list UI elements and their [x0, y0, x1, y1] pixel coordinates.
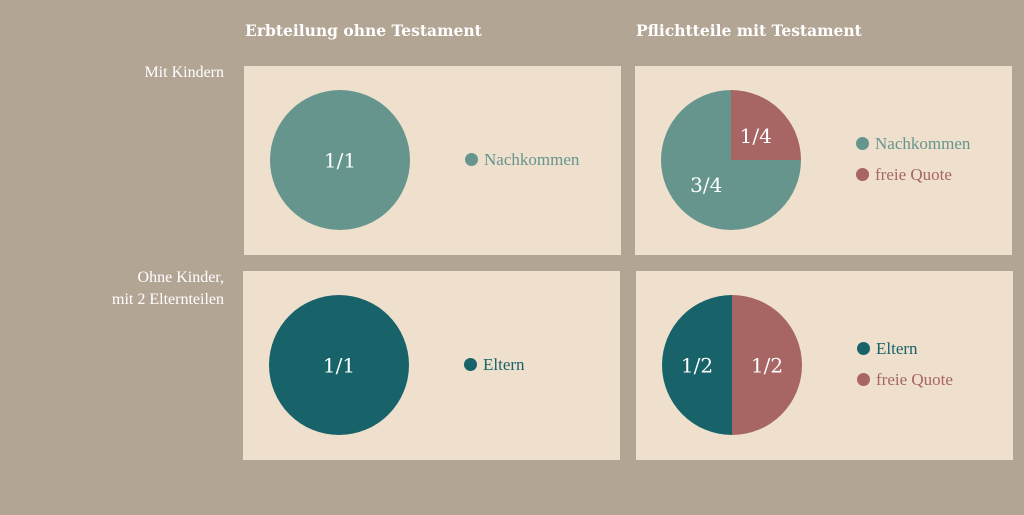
chart-legend: Eltern	[464, 349, 525, 380]
column-title-mit-testament: Pflichtteile mit Testament	[636, 21, 862, 40]
legend-swatch	[856, 168, 869, 181]
chart-legend: Nachkommen	[465, 144, 579, 175]
chart-panel-kinder-ohne-testament: 1/1 Nachkommen	[244, 66, 621, 255]
legend-item-nachkommen: Nachkommen	[465, 144, 579, 175]
pie-slice-eltern	[269, 295, 409, 435]
pie-chart: 1/1	[270, 90, 410, 230]
legend-swatch	[857, 342, 870, 355]
pie-slice-nachkommen	[661, 90, 801, 230]
legend-swatch	[857, 373, 870, 386]
legend-label: freie Quote	[876, 369, 953, 389]
row-label-line: Mit Kindern	[144, 64, 224, 81]
legend-item-nachkommen: Nachkommen	[856, 128, 970, 159]
pie-slice-nachkommen	[270, 90, 410, 230]
slice-label-nachkommen: 3/4	[690, 173, 722, 197]
pie-chart: 1/2 1/2	[662, 295, 802, 435]
slice-label-freie-quote: 1/4	[740, 124, 772, 148]
legend-swatch	[465, 153, 478, 166]
chart-panel-eltern-ohne-testament: 1/1 Eltern	[243, 271, 620, 460]
legend-item-freie-quote: freie Quote	[857, 364, 953, 395]
pie-slice-eltern	[662, 295, 732, 435]
legend-label: Eltern	[483, 354, 525, 374]
column-title-ohne-testament: Erbteilung ohne Testament	[245, 21, 482, 40]
pie-chart: 1/4 3/4	[661, 90, 801, 230]
legend-item-eltern: Eltern	[857, 333, 953, 364]
legend-label: freie Quote	[875, 164, 952, 184]
row-label-ohne-kinder: Ohne Kinder, mit 2 Elternteilen	[112, 267, 224, 311]
slice-label-nachkommen: 1/1	[324, 149, 356, 173]
legend-label: Eltern	[876, 338, 918, 358]
row-label-line: Ohne Kinder,	[137, 269, 224, 286]
pie-slice-freie-quote	[731, 90, 801, 160]
chart-panel-kinder-mit-testament: 1/4 3/4 Nachkommen freie Quote	[635, 66, 1012, 255]
row-label-line: mit 2 Elternteilen	[112, 291, 224, 308]
row-label-mit-kindern: Mit Kindern	[144, 62, 224, 84]
slice-label-eltern: 1/1	[323, 354, 355, 378]
pie-slice-freie-quote	[732, 295, 802, 435]
legend-label: Nachkommen	[875, 133, 971, 153]
legend-swatch	[464, 358, 477, 371]
chart-legend: Eltern freie Quote	[857, 333, 953, 395]
legend-swatch	[856, 137, 869, 150]
legend-item-freie-quote: freie Quote	[856, 159, 970, 190]
slice-label-eltern: 1/2	[681, 354, 713, 378]
chart-legend: Nachkommen freie Quote	[856, 128, 970, 190]
legend-label: Nachkommen	[484, 149, 580, 169]
slice-label-freie-quote: 1/2	[751, 354, 783, 378]
chart-panel-eltern-mit-testament: 1/2 1/2 Eltern freie Quote	[636, 271, 1013, 460]
pie-chart: 1/1	[269, 295, 409, 435]
legend-item-eltern: Eltern	[464, 349, 525, 380]
